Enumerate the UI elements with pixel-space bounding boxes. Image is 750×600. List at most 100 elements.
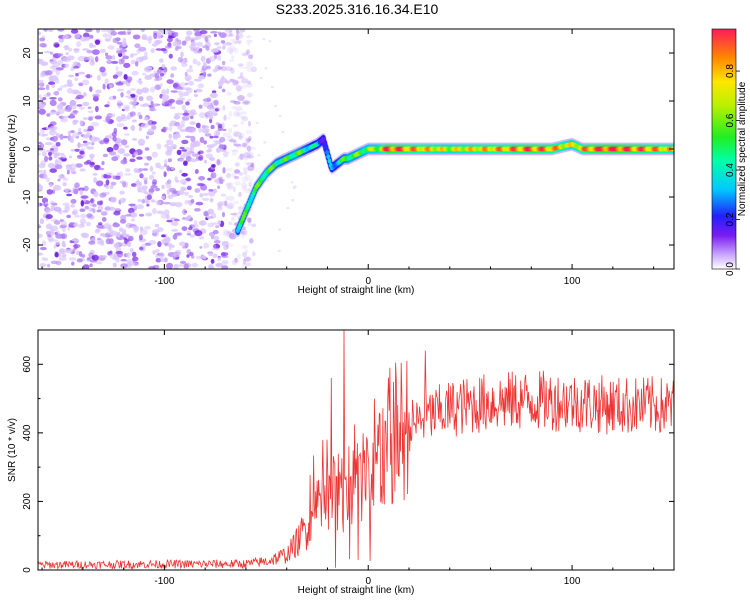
noise-speck — [191, 42, 198, 46]
noise-speck — [197, 83, 205, 89]
noise-speck — [100, 29, 109, 33]
noise-speck — [145, 212, 153, 217]
noise-speck — [157, 68, 162, 74]
noise-speck — [129, 212, 138, 218]
noise-speck — [246, 61, 254, 67]
noise-speck — [39, 72, 45, 78]
noise-speck — [99, 192, 107, 198]
snr-ylabel: SNR (10 * v/v) — [7, 418, 18, 482]
noise-speck — [277, 249, 281, 252]
noise-speck — [234, 257, 238, 263]
noise-speck — [155, 48, 163, 51]
snr-xtick-label: 0 — [365, 576, 371, 587]
noise-speck — [155, 187, 160, 192]
noise-speck — [230, 100, 236, 103]
noise-speck — [141, 87, 150, 94]
noise-speck — [99, 48, 106, 54]
noise-speck — [51, 84, 56, 88]
noise-speck — [228, 34, 234, 37]
noise-speck — [233, 101, 241, 105]
noise-speck — [120, 88, 124, 92]
noise-speck — [246, 145, 252, 152]
noise-speck — [219, 32, 227, 38]
noise-speck — [116, 50, 123, 54]
noise-speck — [82, 264, 90, 269]
noise-speck — [278, 114, 282, 118]
noise-speck — [119, 44, 123, 49]
noise-speck — [213, 239, 221, 244]
noise-speck — [216, 159, 220, 166]
noise-speck — [213, 99, 219, 106]
noise-speck — [148, 240, 157, 245]
noise-speck — [82, 101, 90, 107]
noise-speck — [88, 110, 94, 114]
noise-speck — [48, 81, 56, 86]
noise-speck — [246, 162, 254, 167]
noise-speck — [187, 98, 192, 102]
noise-speck — [240, 121, 244, 125]
noise-speck — [144, 225, 151, 230]
noise-speck — [45, 70, 53, 76]
noise-speck — [177, 126, 183, 130]
noise-speck — [229, 78, 235, 82]
noise-speck — [129, 248, 134, 253]
noise-speck — [123, 74, 128, 80]
noise-speck — [249, 238, 254, 244]
noise-speck — [155, 249, 160, 253]
noise-speck — [111, 156, 119, 162]
noise-speck — [247, 155, 254, 159]
noise-speck — [241, 185, 247, 191]
noise-speck — [221, 46, 226, 50]
noise-speck — [88, 207, 93, 213]
noise-speck — [49, 148, 54, 151]
noise-speck — [220, 252, 229, 257]
noise-speck — [172, 82, 179, 88]
noise-speck — [79, 168, 86, 172]
noise-speck — [60, 118, 68, 123]
noise-speck — [159, 73, 165, 77]
noise-speck — [80, 232, 88, 237]
noise-speck — [171, 244, 175, 248]
noise-speck — [161, 238, 169, 245]
noise-speck — [105, 115, 111, 122]
noise-speck — [51, 135, 58, 142]
noise-speck — [149, 174, 155, 180]
noise-speck — [105, 52, 109, 57]
noise-speck — [227, 230, 232, 235]
noise-speck — [222, 167, 226, 174]
noise-speck — [138, 213, 145, 217]
noise-speck — [219, 77, 228, 84]
noise-speck — [173, 114, 181, 120]
noise-speck — [236, 156, 245, 161]
noise-speck — [244, 262, 252, 267]
noise-speck — [204, 36, 209, 43]
noise-speck — [226, 168, 234, 172]
noise-speck — [38, 108, 46, 115]
noise-speck — [138, 234, 143, 241]
noise-speck — [170, 66, 177, 71]
noise-speck — [168, 53, 173, 59]
noise-speck — [57, 97, 63, 102]
noise-speck — [243, 256, 252, 263]
noise-speck — [230, 38, 237, 42]
noise-speck — [170, 90, 178, 93]
noise-speck — [212, 143, 218, 146]
noise-speck — [241, 176, 249, 183]
noise-speck — [290, 181, 294, 184]
spectrogram-xtick-label: -100 — [154, 276, 174, 287]
noise-speck — [240, 29, 246, 33]
noise-speck — [221, 60, 226, 66]
noise-speck — [181, 172, 188, 177]
noise-speck — [231, 105, 237, 110]
noise-speck — [231, 149, 239, 153]
noise-speck — [249, 146, 257, 150]
noise-speck — [250, 162, 255, 167]
noise-speck — [69, 113, 74, 119]
noise-speck — [73, 49, 80, 54]
noise-speck — [43, 169, 47, 175]
noise-speck — [132, 262, 139, 267]
noise-speck — [154, 84, 162, 90]
noise-speck — [112, 175, 117, 180]
